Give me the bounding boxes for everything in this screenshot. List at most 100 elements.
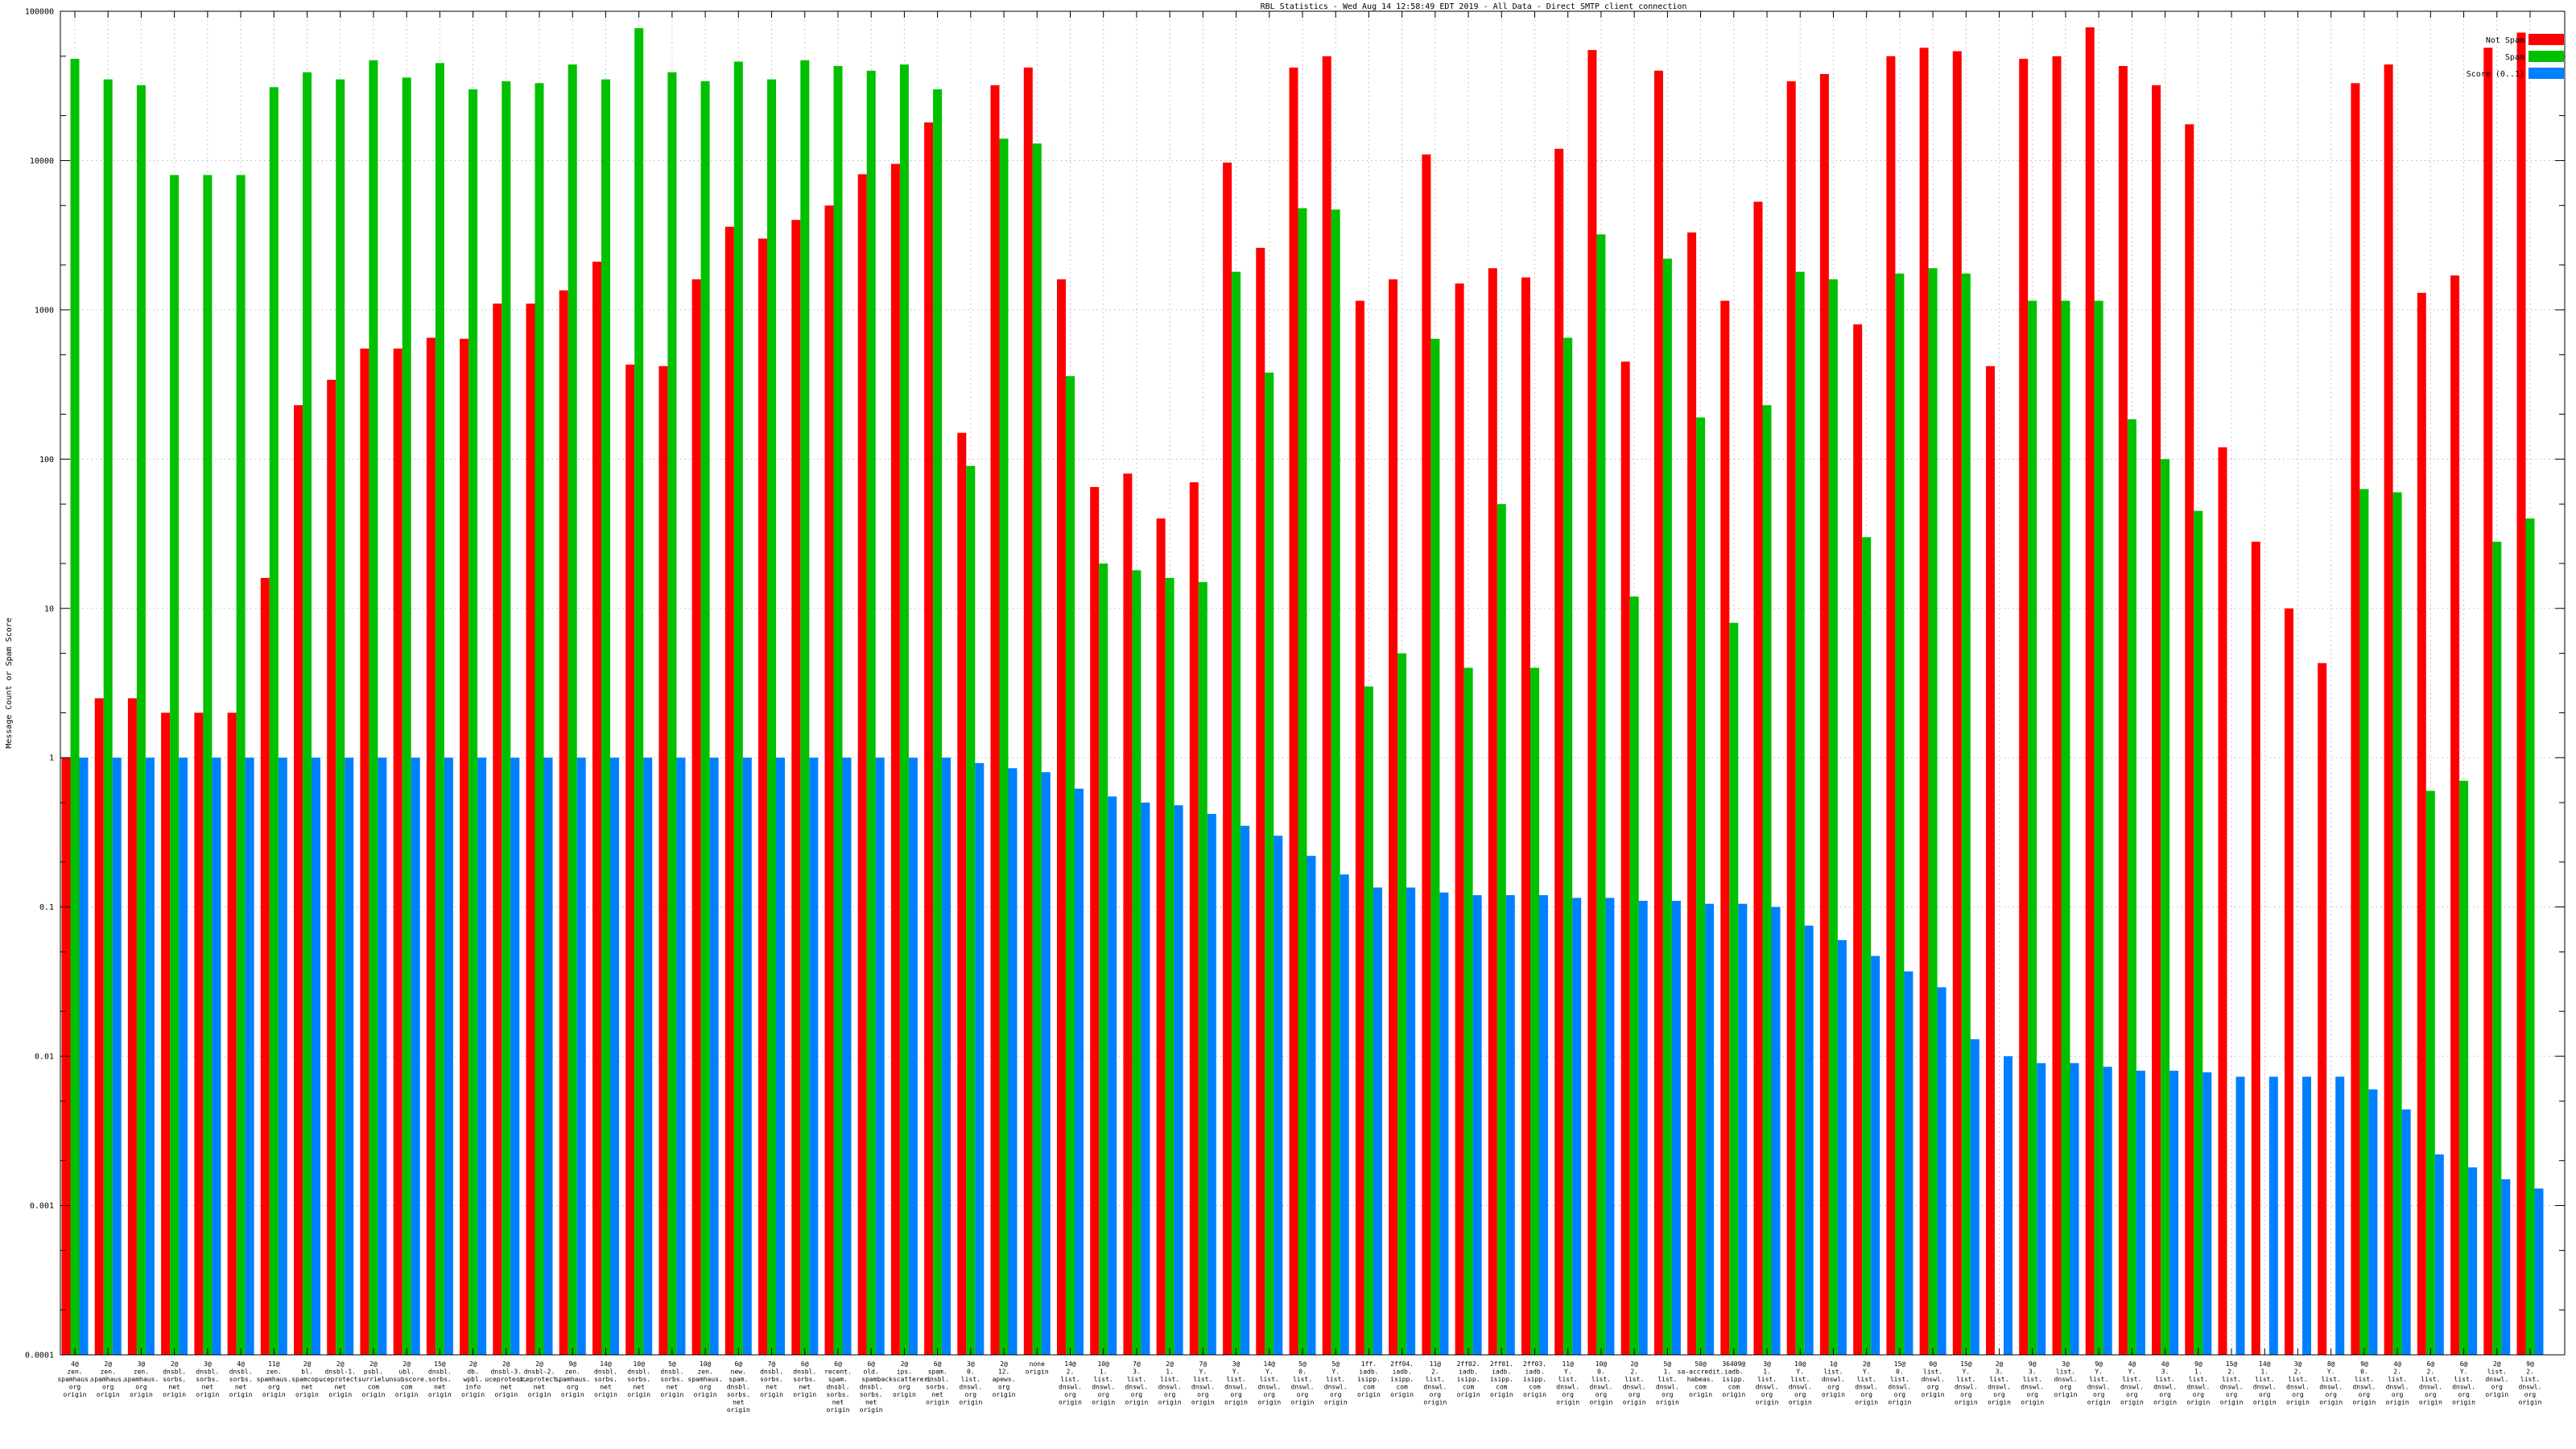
x-category-label: 2@ ubl. unsubscore. com origin (386, 1360, 428, 1398)
bar-score (576, 758, 586, 1355)
x-category-label: 2@ dnsbl-1. uceprotect. net origin (319, 1360, 361, 1398)
bar-score (345, 758, 354, 1355)
bar-not-spam (1289, 67, 1298, 1355)
bar-score (2302, 1076, 2311, 1355)
x-category-label: 2@ 3. list. dnswl. org origin (1988, 1360, 2011, 1406)
bar-spam (1530, 667, 1539, 1355)
x-category-label: 1ff. iadb. isipp. com origin (1357, 1360, 1381, 1398)
bar-spam (1397, 653, 1407, 1355)
bar-not-spam (592, 262, 601, 1356)
bar-spam (667, 72, 677, 1355)
bar-score (742, 758, 752, 1355)
bar-spam (1232, 271, 1241, 1356)
bar-spam (1165, 577, 1174, 1355)
bar-score (1671, 901, 1681, 1355)
bar-spam (269, 87, 279, 1355)
bar-spam (1099, 564, 1108, 1355)
bar-not-spam (1587, 50, 1597, 1356)
x-category-label: 4@ dnsbl. sorbs. net origin (229, 1360, 253, 1398)
bar-not-spam (1554, 148, 1564, 1355)
bar-score (2401, 1109, 2411, 1355)
bar-spam (2525, 518, 2535, 1355)
bar-score (942, 758, 952, 1355)
x-category-label: 3@ Y. list. dnswl. org origin (1224, 1360, 1248, 1406)
bar-score (1605, 898, 1615, 1355)
bar-spam (568, 64, 577, 1356)
bar-not-spam (1687, 232, 1697, 1356)
bar-score (975, 762, 985, 1355)
bar-not-spam (1057, 279, 1066, 1355)
bar-spam (767, 79, 776, 1356)
bar-score (2335, 1076, 2345, 1355)
bar-score (676, 758, 686, 1355)
bar-not-spam (1455, 283, 1464, 1356)
y-tick-label: 1000 (35, 306, 54, 315)
bar-score (477, 758, 487, 1355)
x-category-label: 15@ Y. list. dnswl. org origin (1955, 1360, 1978, 1406)
bar-score (1837, 939, 1847, 1355)
bar-spam (733, 61, 743, 1355)
bar-score (378, 758, 387, 1355)
bar-spam (1795, 271, 1805, 1356)
bar-score (2103, 1067, 2112, 1355)
bar-not-spam (2052, 56, 2062, 1355)
x-category-label: 3@ dnsbl. sorbs. net origin (196, 1360, 219, 1398)
bar-spam (469, 89, 478, 1355)
bar-spam (1662, 258, 1672, 1355)
x-category-label: 2@ Y. list. dnswl. org origin (1855, 1360, 1878, 1406)
bar-spam (1862, 537, 1872, 1355)
bar-spam (2194, 510, 2203, 1355)
bar-score (1008, 768, 1018, 1355)
bar-score (1241, 825, 1250, 1355)
series-score (79, 758, 2544, 1355)
y-tick-label: 100 (39, 456, 54, 464)
bar-not-spam (2218, 447, 2227, 1355)
bar-not-spam (2318, 663, 2327, 1355)
x-category-label: 3@ 0. list. dnswl. org origin (959, 1360, 982, 1406)
legend-swatch (2529, 68, 2564, 79)
x-category-label: 6@ dnsbl. sorbs. net origin (793, 1360, 816, 1398)
bar-score (1108, 796, 1117, 1355)
bar-not-spam (890, 163, 900, 1356)
x-category-label: 9@ 0. list. dnswl. org origin (2352, 1360, 2376, 1406)
bar-not-spam (1720, 300, 1730, 1356)
x-category-label: 11@ Y. list. dnswl. org origin (1556, 1360, 1579, 1406)
bar-not-spam (2450, 275, 2460, 1356)
bar-score (2037, 1063, 2046, 1355)
bar-spam (1331, 209, 1340, 1355)
x-category-label: 5@ 0. list. dnswl. org origin (1291, 1360, 1315, 1406)
bar-not-spam (127, 698, 137, 1355)
bar-not-spam (1753, 201, 1763, 1356)
bar-score (2070, 1063, 2079, 1355)
bar-not-spam (691, 279, 701, 1355)
bar-score (1274, 836, 1283, 1355)
x-category-label: 6@ recent. spam. dnsbl. sorbs. net origin (824, 1360, 852, 1414)
bar-spam (2061, 300, 2070, 1356)
bar-score (543, 758, 553, 1355)
x-category-label: 7@ dnsbl. sorbs. net origin (760, 1360, 783, 1398)
y-tick-label: 0.001 (30, 1202, 54, 1211)
bar-not-spam (460, 338, 469, 1355)
bar-not-spam (227, 712, 237, 1355)
bar-spam (336, 79, 345, 1356)
x-category-label: 2@ list. dnswl. org origin (2485, 1360, 2508, 1398)
x-category-label: 4@ 3. list. dnswl. org origin (2153, 1360, 2177, 1406)
bar-not-spam (1090, 487, 1100, 1355)
bar-score (1771, 906, 1781, 1355)
x-category-label: 2@ dnsbl. sorbs. net origin (163, 1360, 186, 1398)
bar-not-spam (2417, 292, 2426, 1355)
y-tick-label: 100000 (25, 8, 54, 17)
bar-not-spam (1488, 268, 1497, 1356)
bar-spam (1463, 667, 1473, 1355)
bar-score (2434, 1154, 2444, 1355)
x-category-label: 2@ dnsbl-2. uceprotect. net origin (518, 1360, 561, 1398)
bar-not-spam (758, 238, 767, 1355)
bar-not-spam (194, 712, 204, 1355)
x-category-label: 4@ zen. spamhaus. org origin (57, 1360, 92, 1398)
bar-not-spam (260, 577, 270, 1355)
bar-not-spam (1786, 80, 1796, 1355)
x-category-label: 2ff04. iadb. isipp. com origin (1390, 1360, 1414, 1398)
bar-not-spam (1620, 361, 1630, 1356)
bar-spam (1961, 273, 1971, 1355)
